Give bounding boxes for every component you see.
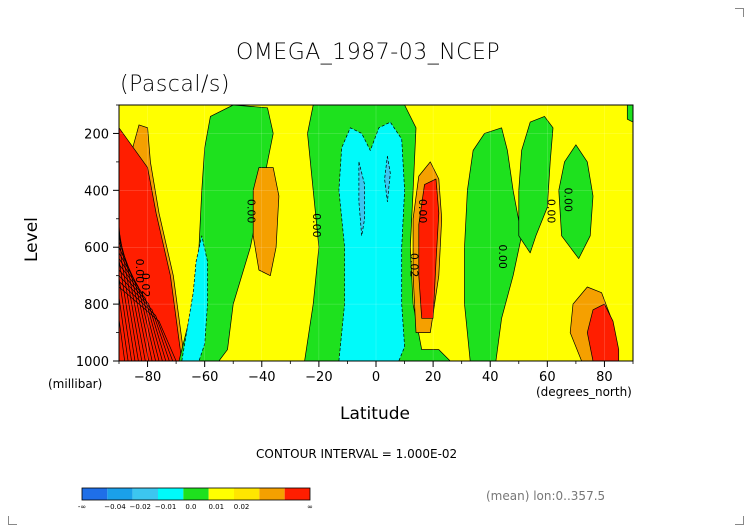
colorbar-label: ∞	[307, 503, 313, 511]
crop-mark-bottom-right	[735, 516, 744, 525]
x-axis-label: Latitude	[340, 404, 410, 424]
wedge-contour-line	[119, 258, 160, 361]
colorbar-bin	[259, 488, 285, 500]
wedge-contour-line	[119, 213, 132, 361]
x-tick-label: −60	[191, 370, 218, 385]
region-strong-positive-south	[119, 127, 183, 361]
wedge-contour-line	[119, 218, 136, 361]
colorbar-label: −0.01	[155, 503, 176, 511]
x-tick-label: 40	[482, 370, 499, 385]
contour-value-label: 0.00	[561, 187, 574, 212]
wedge-contour-line	[119, 275, 170, 361]
footnote-mean-lon: (mean) lon:0..357.5	[486, 489, 606, 503]
contour-interval-note: CONTOUR INTERVAL = 1.000E-02	[256, 447, 458, 461]
colorbar-label: -∞	[78, 503, 86, 511]
region-negative-14	[626, 105, 633, 123]
x-tick-label: 60	[539, 370, 556, 385]
wedge-contour-line	[119, 230, 143, 361]
colorbar-frame	[81, 487, 311, 501]
region-negative-9	[464, 127, 522, 361]
region-strong-negative-4	[338, 121, 405, 361]
contour-value-label: 0.00	[245, 199, 258, 224]
wedge-contour-line	[119, 281, 174, 361]
contour-value-label: 0.00	[133, 259, 146, 284]
colorbar-bin	[158, 488, 184, 500]
x-tick-label: −40	[248, 370, 275, 385]
y-tick-label: 800	[84, 298, 109, 313]
colorbar-bin	[107, 488, 133, 500]
contour-regions: 0.000.000.00 0.020.000.000.00 0.000.02	[119, 105, 633, 361]
colorbar-label: 0.02	[234, 503, 250, 511]
contour-value-label: 0.00	[310, 213, 323, 238]
y-tick-label: 600	[84, 241, 109, 256]
colorbar-label: −0.02	[130, 503, 151, 511]
region-stronger-negative-5	[358, 161, 365, 237]
colorbar-label: −0.04	[104, 503, 126, 511]
x-tick-label: 20	[425, 370, 442, 385]
chart-subtitle: (Pascal/s)	[120, 72, 230, 97]
x-tick-label: −20	[305, 370, 332, 385]
region-negative-11	[558, 144, 594, 259]
colorbar-label: 0.0	[185, 503, 196, 511]
colorbar-bin	[183, 488, 209, 500]
y-tick-label: 200	[84, 127, 109, 142]
colorbar-bin	[132, 488, 158, 500]
crop-mark-top-right	[735, 8, 744, 17]
y-tick-label: 400	[84, 184, 109, 199]
y-axis-units: (millibar)	[48, 377, 103, 391]
contour-value-label: 0.02	[139, 273, 152, 298]
colorbar-bin	[82, 488, 108, 500]
wedge-contour-line	[119, 286, 177, 361]
colorbar-bin	[284, 488, 310, 500]
x-tick-label: −80	[134, 370, 161, 385]
x-tick-label: 0	[372, 370, 380, 385]
wedge-contour-line	[119, 207, 129, 361]
region-negative-10	[518, 116, 554, 254]
x-tick-label: 80	[596, 370, 613, 385]
region-strong-positive-13	[586, 303, 620, 361]
region-stronger-negative-6	[384, 155, 391, 203]
colorbar-label: 0.01	[208, 503, 224, 511]
x-axis-units: (degrees_north)	[536, 385, 632, 399]
region-strong-negative-1	[181, 235, 208, 361]
contour-value-label: 0.00	[544, 199, 557, 224]
region-positive-2	[252, 167, 280, 277]
chart-title: OMEGA_1987-03_NCEP	[236, 40, 501, 65]
wedge-contour-line	[119, 264, 163, 361]
contour-value-label: 0.00	[416, 199, 429, 224]
contour-value-label: 0.02	[407, 253, 420, 278]
contour-value-label: 0.00	[496, 244, 509, 269]
y-tick-label: 1000	[76, 355, 109, 370]
region-strong-positive-8	[418, 178, 440, 319]
colorbar-bin	[234, 488, 260, 500]
colorbar-bin	[208, 488, 234, 500]
wedge-contour-line	[119, 235, 146, 361]
wedge-contour-line	[119, 269, 167, 361]
crop-mark-bottom-left	[8, 516, 17, 525]
